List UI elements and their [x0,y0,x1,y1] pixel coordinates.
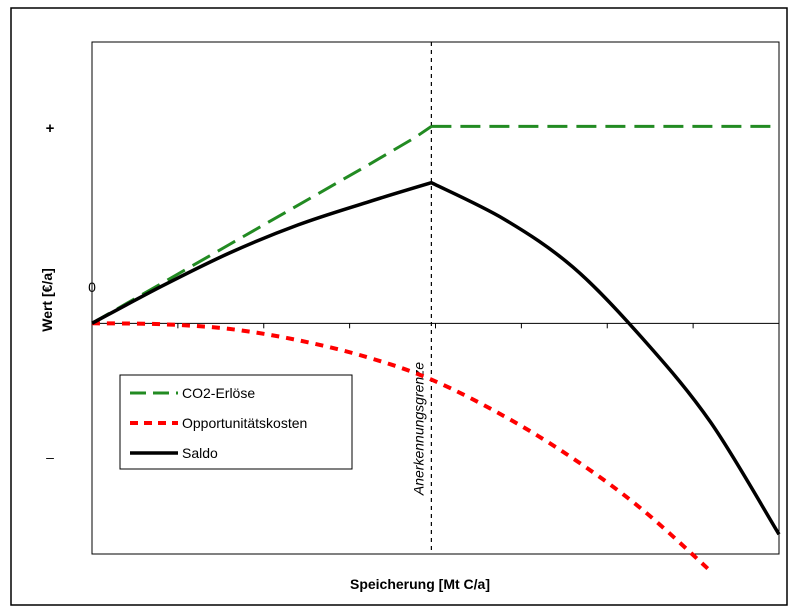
legend-label-saldo: Saldo [182,445,218,461]
recognition-limit-label: Anerkennungsgrenze [410,362,426,496]
y-minus-label: – [46,449,54,465]
legend: CO2-Erlöse Opportunitätskosten Saldo [119,374,353,470]
opportunitaetskosten-line [91,321,712,573]
legend-label-co2-erloese: CO2-Erlöse [182,385,255,401]
saldo-line [91,180,781,536]
co2-erloese-line [91,124,779,325]
y-plus-label: + [46,120,55,137]
series-layer [91,124,781,573]
y-axis-label: Wert [€/a] [39,268,55,332]
plot-area [91,41,780,555]
legend-label-opportunitaetskosten: Opportunitätskosten [182,415,307,431]
x-tick-label-0: 0 [88,279,96,295]
x-axis-label: Speicherung [Mt C/a] [350,576,490,592]
